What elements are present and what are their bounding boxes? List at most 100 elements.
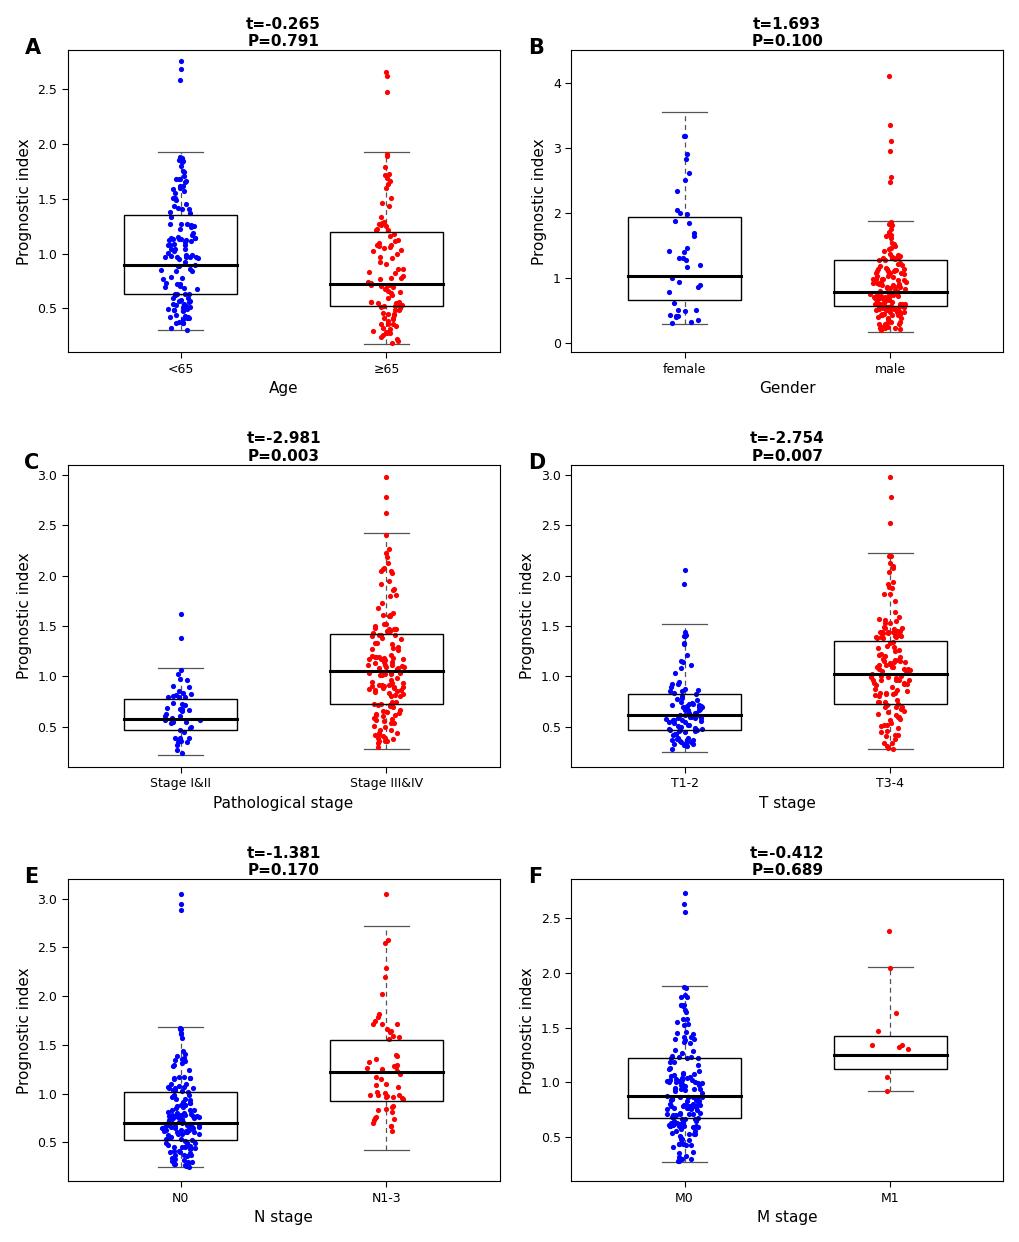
Point [675,652,691,672]
Point [370,696,386,715]
Point [665,713,682,733]
Point [376,729,392,749]
Point [169,1107,185,1126]
Point [690,1061,706,1081]
Point [682,1099,698,1119]
Point [379,310,395,330]
Point [887,281,903,301]
Point [177,713,194,733]
Point [383,1097,399,1117]
Point [671,1134,687,1154]
Point [692,255,708,274]
Point [168,190,184,210]
Point [668,200,685,220]
Point [372,215,388,235]
Point [165,1154,181,1174]
Point [868,628,884,648]
Point [388,1046,405,1066]
Point [392,681,409,700]
Point [166,188,182,207]
Point [184,1105,201,1125]
Point [165,179,181,199]
Point [181,292,198,312]
Point [689,310,705,330]
Point [878,574,895,594]
Point [873,306,890,325]
Point [877,301,894,320]
Point [663,1089,680,1109]
Point [887,627,903,647]
Point [387,585,404,605]
Point [875,293,892,313]
Point [385,1095,401,1115]
Point [171,1017,187,1037]
Point [379,730,395,750]
Point [185,222,202,242]
Point [686,1124,702,1144]
Point [881,298,898,318]
Point [879,563,896,582]
Point [173,214,190,233]
Point [385,1109,401,1129]
Bar [833,1036,946,1069]
Point [669,722,686,741]
Point [389,330,406,350]
Point [666,1073,683,1093]
Point [384,248,400,268]
Point [881,710,898,730]
Point [384,709,400,729]
Point [869,307,886,327]
Point [169,227,185,247]
Point [184,225,201,245]
Point [380,281,396,301]
Point [369,632,385,652]
Point [684,1023,700,1043]
Point [677,679,693,699]
Point [183,717,200,737]
Point [379,174,395,194]
Point [676,735,692,755]
Point [172,1110,189,1130]
Point [682,732,698,751]
Point [682,1097,698,1117]
Point [680,694,696,714]
Point [362,292,378,312]
Point [872,671,889,691]
Point [871,297,888,317]
Bar [833,641,946,704]
Point [182,215,199,235]
Point [382,560,398,580]
Point [381,621,397,641]
Point [383,674,399,694]
Point [888,621,904,641]
Point [170,730,186,750]
Point [688,720,704,740]
Point [172,669,189,689]
Point [378,62,394,82]
Point [669,1134,686,1154]
Point [665,709,682,729]
Point [673,1068,689,1088]
Point [177,247,194,267]
Point [163,708,179,728]
Point [375,652,391,672]
Point [881,215,898,235]
Point [870,645,887,664]
Point [177,230,194,250]
Point [883,558,900,578]
Point [172,604,189,623]
Point [171,681,187,700]
Point [678,238,694,258]
Point [172,1129,189,1149]
Point [889,725,905,745]
Point [384,673,400,693]
Point [879,225,896,245]
Point [176,1048,193,1068]
Point [664,734,681,754]
Point [873,276,890,296]
Point [688,703,704,723]
Point [864,273,880,293]
Point [174,1109,191,1129]
Point [668,301,685,320]
Point [871,281,888,301]
